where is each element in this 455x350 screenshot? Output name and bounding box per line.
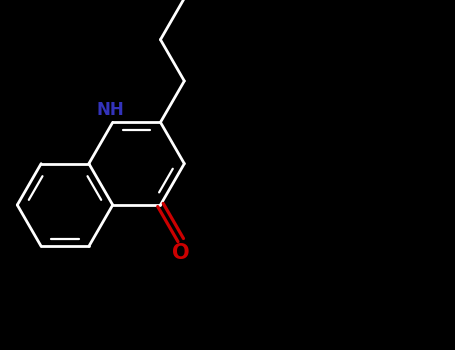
- Text: O: O: [172, 243, 190, 263]
- Text: NH: NH: [96, 100, 124, 119]
